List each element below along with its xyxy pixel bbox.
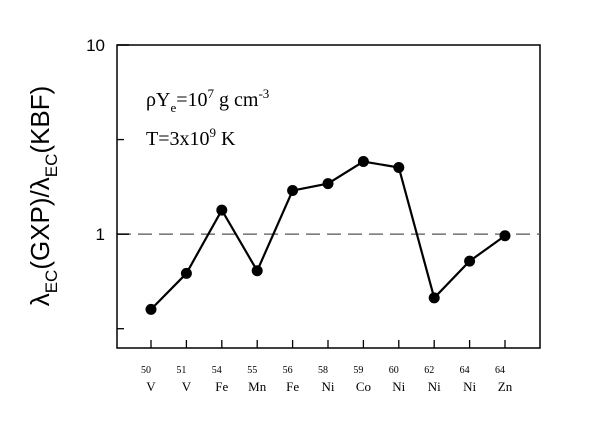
y-ticks: 1 10 [86, 36, 129, 330]
ylabel-lambda-1: λ [25, 293, 55, 306]
data-point-2 [216, 204, 228, 216]
data-point-10 [499, 230, 511, 242]
x-tick-mass-0: 50 [141, 365, 151, 376]
annotation-rho: ρ [146, 89, 156, 111]
x-tick-mass-5: 58 [318, 365, 328, 376]
x-tick-element-0: V [146, 379, 156, 394]
x-tick-element-7: Ni [392, 379, 405, 394]
x-tick-mass-4: 56 [283, 365, 293, 376]
annotation-unit: g cm [214, 89, 259, 111]
annotation-e-sub: e [170, 100, 176, 115]
data-point-5 [322, 178, 334, 190]
x-ticks: 50 V 51 V 54 Fe 55 Mn 56 Fe 58 Ni 59 Co 60 Ni 62 Ni 64 Ni 64… [141, 340, 513, 394]
x-tick-element-1: V [182, 379, 192, 394]
annotation-temp-text: T=3x10 [146, 128, 210, 150]
data-point-7 [393, 162, 405, 174]
annotation-temp-exp: 9 [210, 125, 217, 140]
x-tick-element-6: Co [356, 379, 371, 394]
data-point-4 [287, 185, 299, 197]
annotation-temp-unit: K [216, 128, 236, 150]
annotation-density: ρYe=107 g cm-3 [146, 86, 269, 115]
x-tick-mass-10: 64 [495, 365, 505, 376]
x-tick-mass-6: 59 [353, 365, 363, 376]
data-point-1 [180, 267, 192, 279]
x-tick-mass-7: 60 [389, 365, 399, 376]
annotation-y: Y [156, 89, 170, 111]
ylabel-sub-1: EC [42, 270, 61, 294]
data-point-6 [357, 156, 369, 168]
x-tick-mass-9: 64 [460, 365, 470, 376]
x-tick-element-9: Ni [463, 379, 476, 394]
x-tick-element-4: Fe [286, 379, 299, 394]
data-point-3 [251, 265, 263, 277]
x-tick-mass-1: 51 [176, 365, 186, 376]
x-tick-element-3: Mn [248, 379, 267, 394]
x-tick-element-5: Ni [322, 379, 335, 394]
ylabel-lambda-2: λ [25, 177, 55, 190]
x-tick-mass-3: 55 [247, 365, 257, 376]
data-point-9 [464, 255, 476, 267]
annotation-eq: =10 [176, 89, 207, 111]
x-tick-element-10: Zn [498, 379, 513, 394]
x-tick-element-8: Ni [428, 379, 441, 394]
annotation-exp: 7 [208, 86, 215, 101]
ylabel-sub-2: EC [42, 154, 61, 178]
y-tick-label-1: 10 [86, 36, 105, 55]
x-tick-element-2: Fe [215, 379, 228, 394]
data-point-8 [428, 292, 440, 304]
annotation-unit-exp: -3 [258, 86, 269, 101]
x-tick-mass-8: 62 [424, 365, 434, 376]
x-tick-mass-2: 54 [212, 365, 222, 376]
y-axis-label: λEC(GXP)/λEC(KBF) [25, 86, 61, 307]
annotation-temperature: T=3x109 K [146, 125, 236, 150]
y-tick-label-0: 1 [96, 225, 105, 244]
data-point-0 [145, 303, 157, 315]
series [145, 156, 511, 315]
ylabel-text-1: (GXP)/ [25, 189, 55, 269]
ylabel-text-2: (KBF) [25, 86, 55, 154]
